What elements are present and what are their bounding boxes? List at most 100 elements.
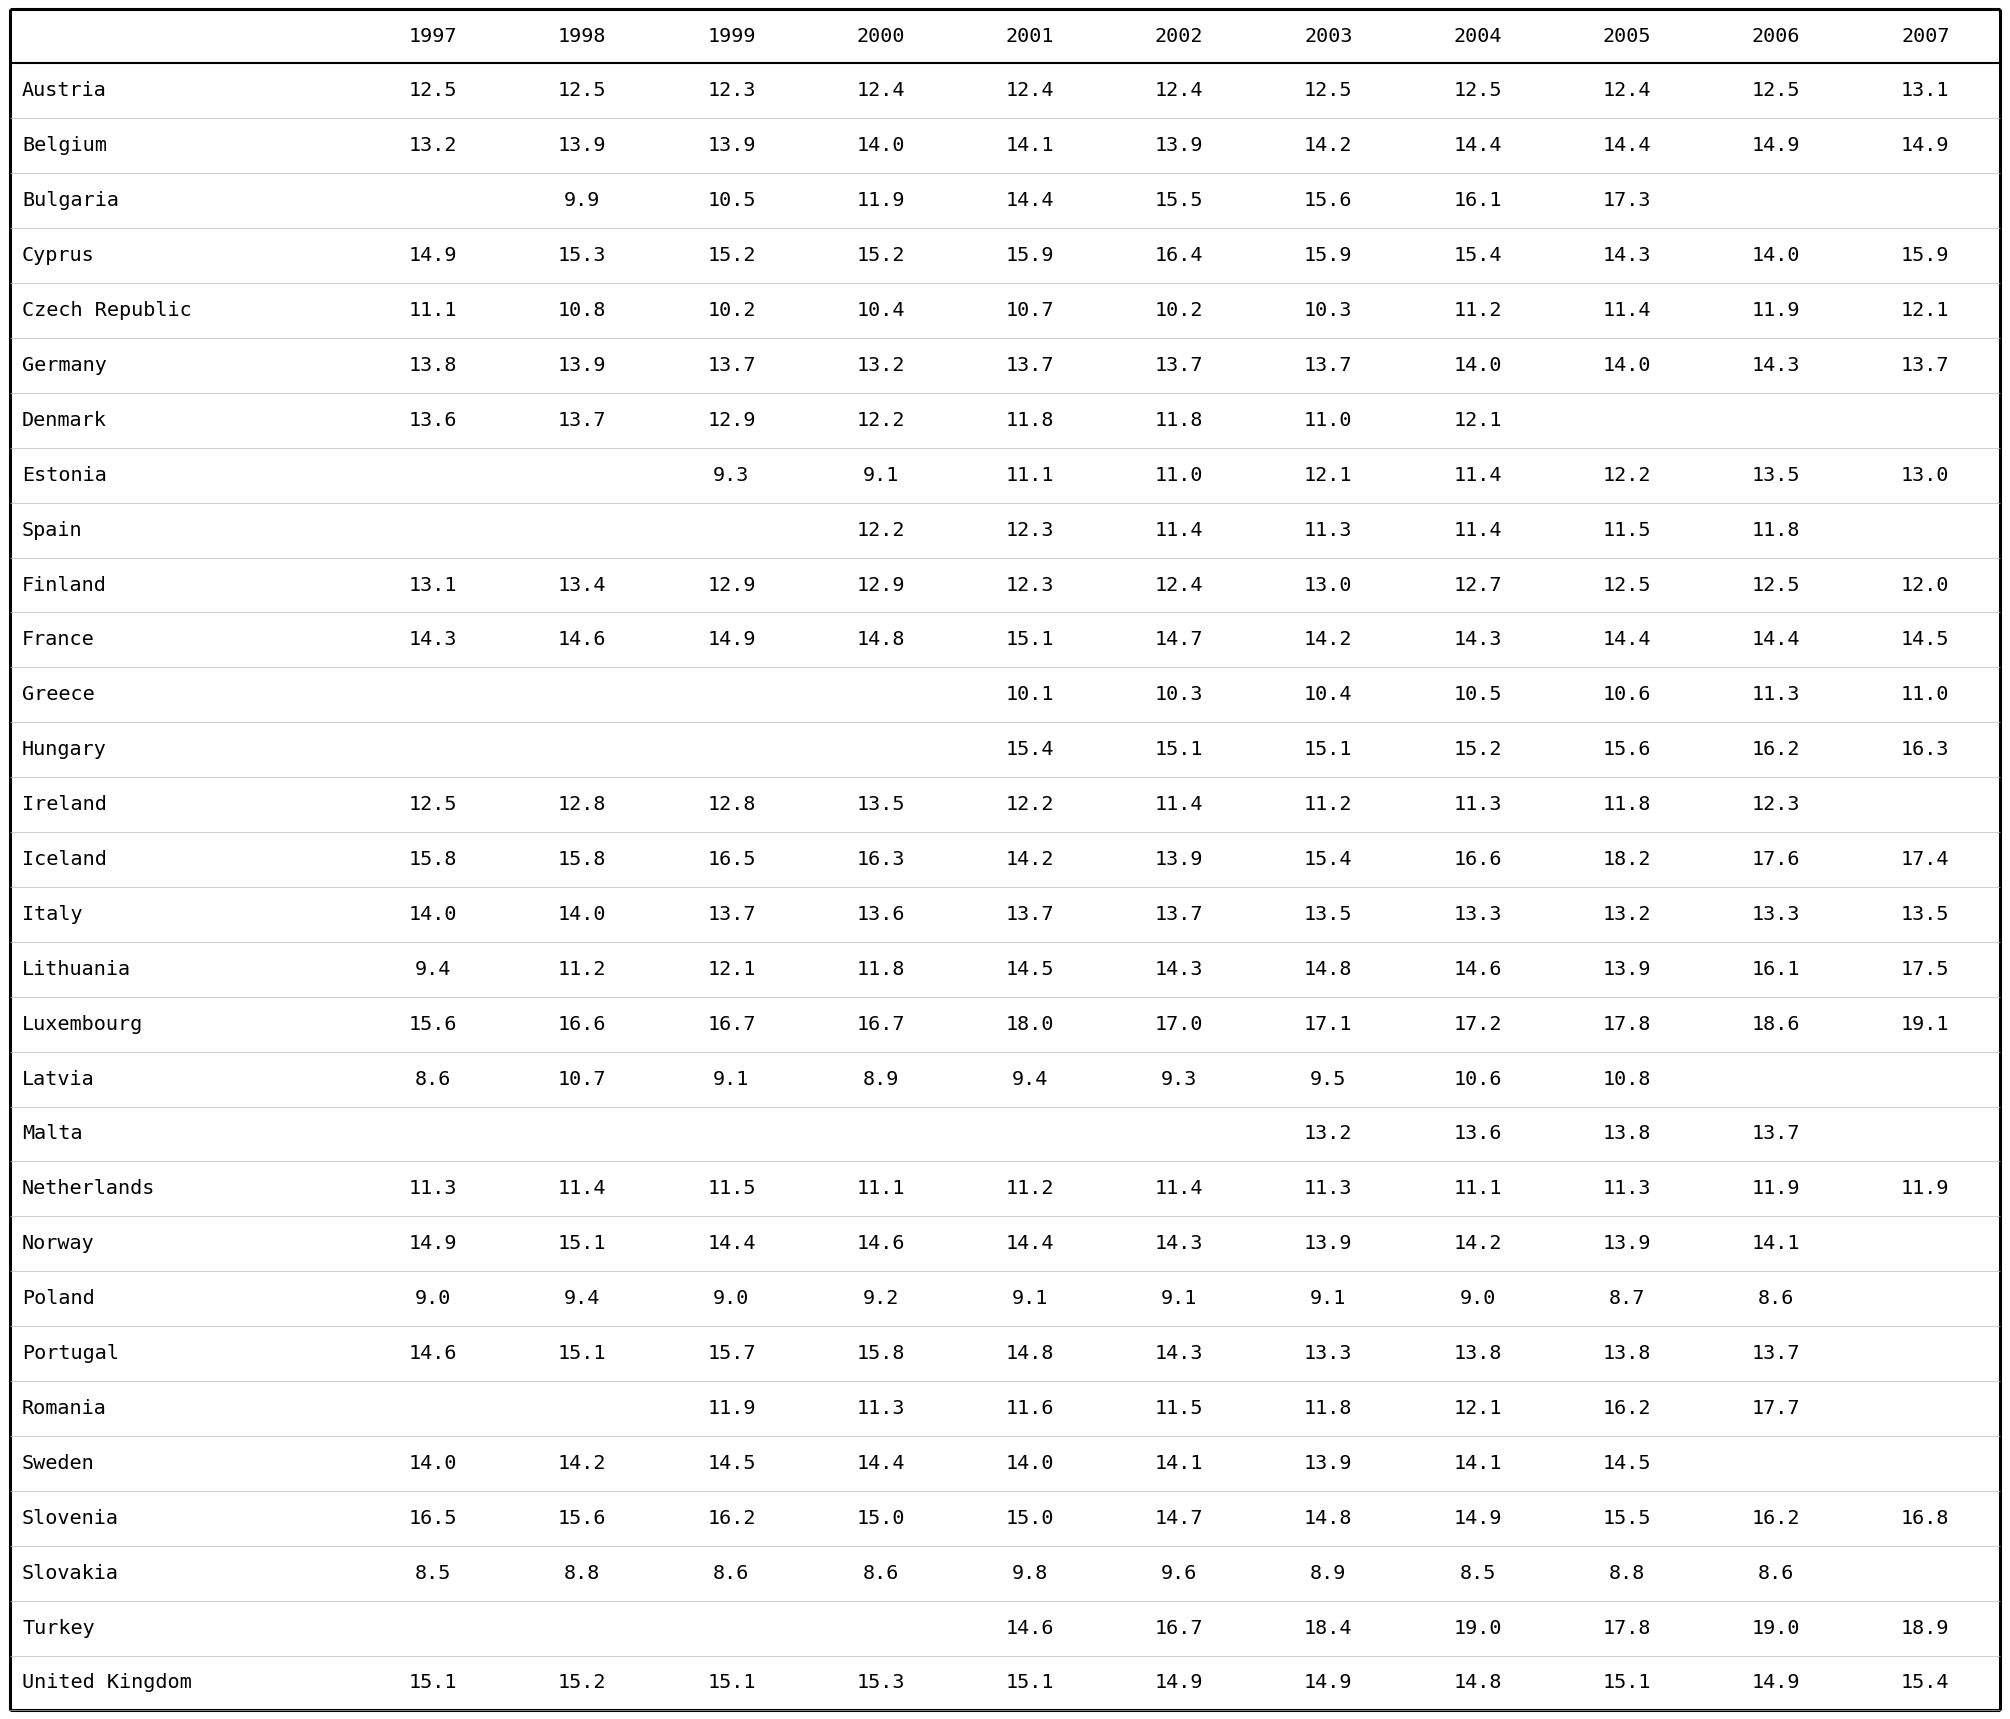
Text: 14.9: 14.9	[1901, 136, 1950, 155]
Text: 11.1: 11.1	[856, 1179, 904, 1198]
Text: 11.8: 11.8	[856, 959, 904, 978]
Text: 13.7: 13.7	[708, 356, 756, 375]
Text: Romania: Romania	[22, 1399, 107, 1418]
Text: 12.4: 12.4	[1156, 81, 1204, 100]
Text: 10.1: 10.1	[1005, 686, 1053, 705]
Text: 15.9: 15.9	[1005, 246, 1053, 265]
Text: 15.1: 15.1	[559, 1234, 607, 1253]
Text: 13.7: 13.7	[1901, 356, 1950, 375]
Text: 12.4: 12.4	[856, 81, 904, 100]
Text: 13.8: 13.8	[408, 356, 456, 375]
Text: 15.9: 15.9	[1901, 246, 1950, 265]
Text: 13.5: 13.5	[856, 796, 904, 815]
Text: 14.9: 14.9	[408, 1234, 456, 1253]
Text: 14.1: 14.1	[1753, 1234, 1801, 1253]
Text: 11.9: 11.9	[1753, 1179, 1801, 1198]
Text: 13.7: 13.7	[1156, 904, 1204, 923]
Text: 9.4: 9.4	[1011, 1069, 1047, 1088]
Text: 15.1: 15.1	[708, 1674, 756, 1693]
Text: 11.9: 11.9	[1753, 301, 1801, 320]
Text: 11.4: 11.4	[1156, 521, 1204, 540]
Text: 14.5: 14.5	[1602, 1454, 1650, 1473]
Text: 13.9: 13.9	[1602, 959, 1650, 978]
Text: 9.4: 9.4	[565, 1289, 601, 1308]
Text: 15.4: 15.4	[1005, 741, 1053, 760]
Text: 14.0: 14.0	[856, 136, 904, 155]
Text: 11.2: 11.2	[559, 959, 607, 978]
Text: 11.8: 11.8	[1602, 796, 1650, 815]
Text: 13.0: 13.0	[1304, 576, 1353, 595]
Text: 17.3: 17.3	[1602, 191, 1650, 210]
Text: 17.7: 17.7	[1753, 1399, 1801, 1418]
Text: 2005: 2005	[1602, 26, 1650, 45]
Text: 19.0: 19.0	[1753, 1619, 1801, 1638]
Text: 1997: 1997	[408, 26, 456, 45]
Text: 13.5: 13.5	[1304, 904, 1353, 923]
Text: 8.9: 8.9	[862, 1069, 898, 1088]
Text: 10.7: 10.7	[1005, 301, 1053, 320]
Text: 13.7: 13.7	[1005, 356, 1053, 375]
Text: 9.1: 9.1	[862, 466, 898, 485]
Text: 2000: 2000	[856, 26, 904, 45]
Text: 14.8: 14.8	[1453, 1674, 1501, 1693]
Text: 15.4: 15.4	[1453, 246, 1501, 265]
Text: 12.3: 12.3	[1005, 576, 1053, 595]
Text: 2007: 2007	[1901, 26, 1950, 45]
Text: 11.1: 11.1	[1453, 1179, 1501, 1198]
Text: 1998: 1998	[559, 26, 607, 45]
Text: Iceland: Iceland	[22, 849, 107, 870]
Text: 10.3: 10.3	[1304, 301, 1353, 320]
Text: 11.2: 11.2	[1005, 1179, 1053, 1198]
Text: 8.9: 8.9	[1311, 1564, 1347, 1583]
Text: 13.2: 13.2	[856, 356, 904, 375]
Text: 9.3: 9.3	[1162, 1069, 1198, 1088]
Text: 18.9: 18.9	[1901, 1619, 1950, 1638]
Text: 11.3: 11.3	[1602, 1179, 1650, 1198]
Text: 13.8: 13.8	[1602, 1344, 1650, 1363]
Text: 12.5: 12.5	[1753, 81, 1801, 100]
Text: 15.1: 15.1	[559, 1344, 607, 1363]
Text: 17.4: 17.4	[1901, 849, 1950, 870]
Text: 11.4: 11.4	[1453, 521, 1501, 540]
Text: 10.5: 10.5	[708, 191, 756, 210]
Text: Latvia: Latvia	[22, 1069, 94, 1088]
Text: 14.0: 14.0	[408, 904, 456, 923]
Text: 15.1: 15.1	[1005, 631, 1053, 650]
Text: Ireland: Ireland	[22, 796, 107, 815]
Text: 12.1: 12.1	[1901, 301, 1950, 320]
Text: 8.6: 8.6	[862, 1564, 898, 1583]
Text: 11.3: 11.3	[1304, 521, 1353, 540]
Text: 13.7: 13.7	[708, 904, 756, 923]
Text: 15.1: 15.1	[408, 1674, 456, 1693]
Text: Italy: Italy	[22, 904, 82, 923]
Text: United Kingdom: United Kingdom	[22, 1674, 191, 1693]
Text: 15.4: 15.4	[1901, 1674, 1950, 1693]
Text: 13.7: 13.7	[559, 411, 607, 430]
Text: 2003: 2003	[1304, 26, 1353, 45]
Text: 14.4: 14.4	[1753, 631, 1801, 650]
Text: Finland: Finland	[22, 576, 107, 595]
Text: 15.1: 15.1	[1602, 1674, 1650, 1693]
Text: 11.8: 11.8	[1753, 521, 1801, 540]
Text: 15.2: 15.2	[559, 1674, 607, 1693]
Text: 9.1: 9.1	[1162, 1289, 1198, 1308]
Text: 10.4: 10.4	[1304, 686, 1353, 705]
Text: 14.2: 14.2	[559, 1454, 607, 1473]
Text: 15.7: 15.7	[708, 1344, 756, 1363]
Text: 14.0: 14.0	[1453, 356, 1501, 375]
Text: 16.7: 16.7	[856, 1014, 904, 1033]
Text: Estonia: Estonia	[22, 466, 107, 485]
Text: 11.2: 11.2	[1453, 301, 1501, 320]
Text: 12.2: 12.2	[1602, 466, 1650, 485]
Text: 14.4: 14.4	[1005, 1234, 1053, 1253]
Text: 14.8: 14.8	[1304, 1509, 1353, 1528]
Text: 10.6: 10.6	[1453, 1069, 1501, 1088]
Text: 12.4: 12.4	[1156, 576, 1204, 595]
Text: 19.1: 19.1	[1901, 1014, 1950, 1033]
Text: 13.6: 13.6	[1453, 1124, 1501, 1143]
Text: 15.1: 15.1	[1005, 1674, 1053, 1693]
Text: Portugal: Portugal	[22, 1344, 119, 1363]
Text: 14.1: 14.1	[1453, 1454, 1501, 1473]
Text: 13.1: 13.1	[1901, 81, 1950, 100]
Text: 15.1: 15.1	[1156, 741, 1204, 760]
